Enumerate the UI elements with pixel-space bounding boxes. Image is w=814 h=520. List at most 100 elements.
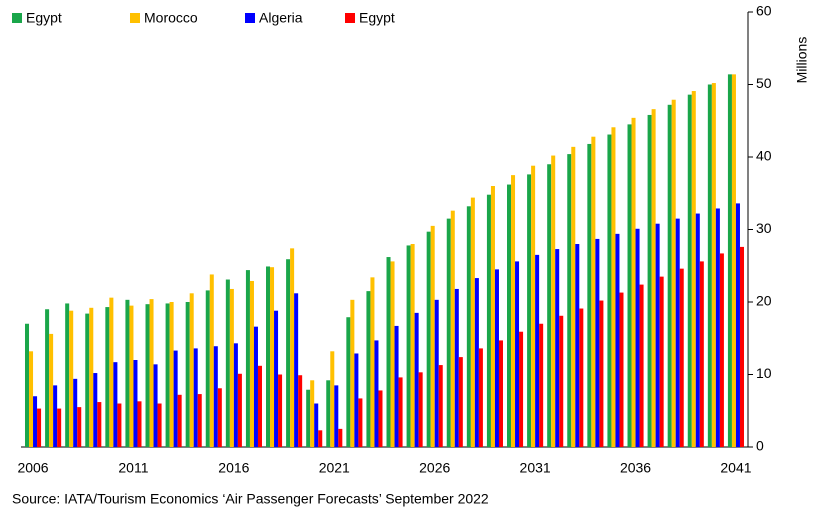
bar (587, 143, 592, 447)
bar (149, 299, 154, 447)
bar (615, 233, 620, 447)
bar (330, 351, 335, 447)
bar (438, 365, 443, 447)
bar (731, 74, 736, 447)
bar (193, 348, 198, 447)
legend-label: Egypt (26, 10, 62, 26)
bar (406, 245, 411, 447)
bar (474, 278, 479, 447)
bar (245, 270, 250, 447)
y-tick-label: 10 (756, 365, 772, 381)
bar (671, 99, 676, 447)
bar (49, 333, 54, 447)
bar (129, 305, 134, 447)
bar (338, 428, 343, 447)
bar (137, 401, 142, 447)
bar (414, 312, 419, 447)
bar (217, 388, 222, 447)
x-tick-label: 2031 (520, 460, 551, 476)
bar (739, 246, 744, 447)
bar (675, 218, 680, 447)
legend-swatch (12, 13, 22, 23)
bar (189, 293, 194, 447)
bar (627, 124, 632, 447)
bar (77, 407, 82, 447)
bar (326, 380, 331, 447)
bar (667, 104, 672, 448)
legend-label: Algeria (259, 10, 303, 26)
bar (426, 231, 431, 447)
bar (286, 259, 291, 447)
y-tick-label: 50 (756, 75, 772, 91)
bar (398, 377, 403, 447)
bar (370, 277, 375, 447)
bar (531, 165, 536, 447)
bar (458, 357, 463, 447)
bar (354, 353, 359, 447)
bar (209, 274, 214, 447)
bar (591, 136, 596, 447)
bar (486, 194, 491, 447)
bar (145, 304, 150, 447)
x-tick-label: 2036 (620, 460, 651, 476)
y-tick-label: 40 (756, 148, 772, 164)
bar (229, 288, 234, 447)
bar (237, 373, 242, 447)
bar (346, 317, 351, 447)
bar (197, 394, 202, 447)
legend-swatch (245, 13, 255, 23)
x-tick-label: 2021 (319, 460, 350, 476)
bar (418, 372, 423, 447)
bar (266, 266, 271, 447)
bar (619, 292, 624, 447)
bar (547, 164, 552, 447)
bar (454, 288, 459, 447)
x-tick-label: 2026 (419, 460, 450, 476)
legend-swatch (345, 13, 355, 23)
bar (715, 208, 720, 447)
bar (527, 174, 532, 447)
bar (93, 373, 98, 447)
y-axis-label: Millions (794, 37, 810, 84)
bar (579, 308, 584, 447)
y-tick-label: 20 (756, 293, 772, 309)
bar (386, 257, 391, 447)
bar (294, 293, 299, 447)
bar (410, 244, 415, 447)
bar (611, 127, 616, 448)
bar (498, 340, 503, 447)
bar (314, 403, 319, 447)
bar (635, 228, 640, 447)
legend-label: Morocco (144, 10, 198, 26)
bar (117, 403, 122, 447)
bar (567, 154, 572, 447)
bar (470, 197, 475, 447)
bar (515, 261, 520, 447)
bar (511, 175, 516, 447)
x-tick-label: 2041 (720, 460, 751, 476)
bar (507, 184, 512, 448)
bar (350, 299, 355, 447)
bar (374, 340, 379, 447)
bar (278, 374, 283, 447)
bar (89, 307, 94, 447)
bar (651, 109, 656, 448)
bar (735, 203, 740, 447)
bar (213, 346, 218, 447)
bar (450, 210, 455, 447)
bar (274, 310, 279, 447)
bar (446, 218, 451, 447)
bar (57, 408, 62, 447)
bar (113, 362, 118, 447)
bar (691, 91, 696, 448)
bar (85, 313, 90, 447)
bar (466, 206, 471, 447)
bar (29, 351, 34, 447)
bar (225, 279, 230, 447)
bar (430, 225, 435, 447)
bar (575, 244, 580, 447)
bar (165, 303, 170, 447)
bar (711, 83, 716, 448)
bar (233, 343, 238, 447)
